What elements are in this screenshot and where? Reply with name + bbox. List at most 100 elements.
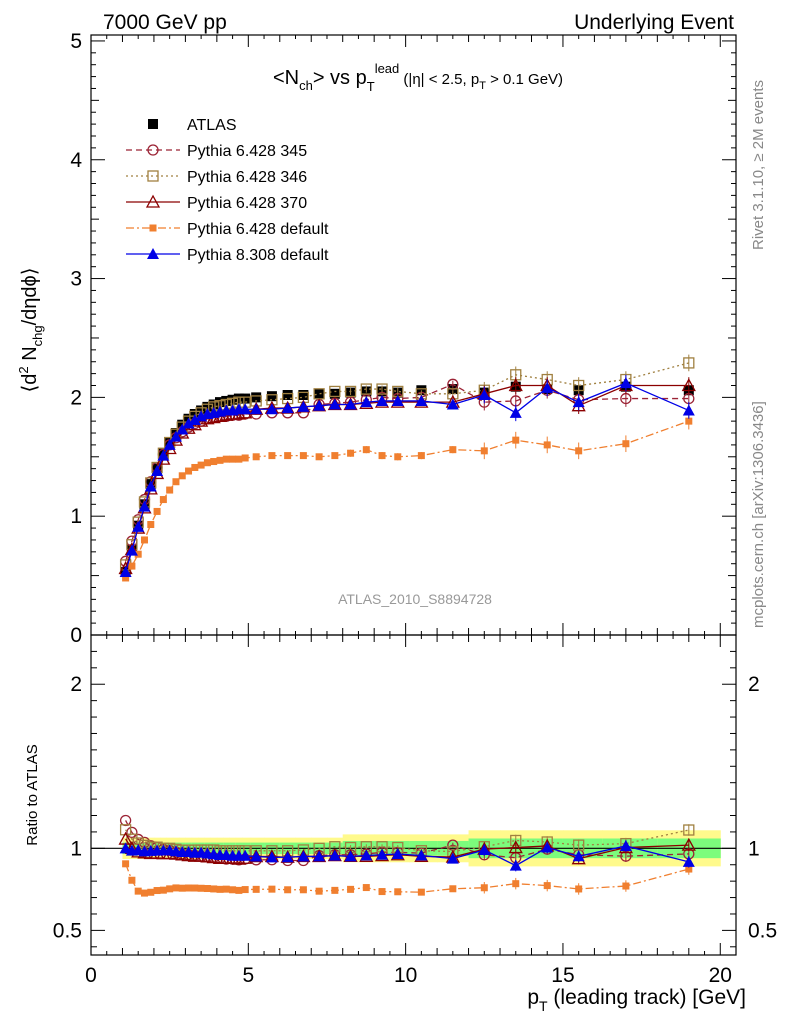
pythia-6-428-default-ratio-point xyxy=(299,886,307,894)
pythia-8-308-default-ratio-point xyxy=(572,850,585,862)
ratio-y-tick-label: 0.5 xyxy=(53,919,82,942)
atlas-point xyxy=(208,399,219,410)
pythia-6-428-default-point xyxy=(331,452,339,460)
atlas-point xyxy=(282,390,293,400)
pythia-6-428-default-point xyxy=(159,496,167,504)
ratio-y-tick-label-right: 0.5 xyxy=(748,919,777,942)
pythia-6-428-default-ratio-point xyxy=(229,886,237,894)
pythia-6-428-default-point xyxy=(216,456,224,464)
legend-label: Pythia 6.428 370 xyxy=(187,195,307,212)
pythia-8-308-default-ratio-point xyxy=(239,849,252,861)
pythia-6-428-default-point xyxy=(347,449,355,457)
pythia-6-428-default-point xyxy=(185,467,193,475)
pythia-8-308-default-point xyxy=(509,406,522,418)
legend-item-pythia-6-428-370: Pythia 6.428 370 xyxy=(126,194,307,212)
pythia-6-428-370-point xyxy=(508,378,523,392)
pythia-8-308-default-point xyxy=(250,403,263,415)
pythia-6-428-default-point xyxy=(122,574,130,582)
rivet-version-label: Rivet 3.1.10, ≥ 2M events xyxy=(750,80,767,250)
pythia-6-428-default-point xyxy=(315,453,323,461)
pythia-6-428-default-point xyxy=(268,452,276,460)
pythia-6-428-default-ratio-point xyxy=(172,884,180,892)
legend-marker xyxy=(145,194,161,208)
pythia-6-428-default-point xyxy=(134,550,142,558)
pythia-6-428-default-point xyxy=(147,521,155,529)
pythia-6-428-default-point xyxy=(417,452,425,460)
pythia-8-308-default-point xyxy=(297,400,310,412)
legend-label: Pythia 6.428 345 xyxy=(187,143,307,160)
pythia-8-308-default-ratio-point xyxy=(119,842,132,854)
pythia-6-428-346-point xyxy=(376,383,388,395)
pythia-6-428-default-ratio-point xyxy=(222,885,230,893)
pythia-8-308-default-ratio-point xyxy=(281,851,294,863)
pythia-6-428-346-point xyxy=(329,385,341,398)
pythia-6-428-default-point xyxy=(166,486,174,494)
pythia-8-308-default-ratio-point xyxy=(360,849,373,861)
pythia-8-308-default-point xyxy=(157,449,170,461)
pythia-6-428-default-ratio-point xyxy=(252,885,260,893)
legend-item-pythia-6-428-default: Pythia 6.428 default xyxy=(126,221,329,238)
pythia-6-428-default-ratio-point xyxy=(191,884,199,892)
pythia-8-308-default-point xyxy=(281,402,294,414)
pythia-6-428-default-ratio-point xyxy=(185,884,193,892)
legend-marker xyxy=(148,119,158,129)
pythia-6-428-default-point xyxy=(178,472,186,480)
pythia-6-428-346-point xyxy=(573,379,585,392)
atlas-point xyxy=(202,401,213,412)
pythia-6-428-default-ratio-point xyxy=(480,884,488,892)
pythia-6-428-default-point xyxy=(172,478,180,486)
pythia-6-428-default-point xyxy=(378,452,386,460)
pythia-6-428-default-ratio-point xyxy=(449,885,457,893)
pythia-8-308-default-point xyxy=(376,394,389,406)
pythia-8-308-default-point xyxy=(182,417,195,429)
pythia-8-308-default-point xyxy=(313,399,326,411)
ratio-y-tick-label: 1 xyxy=(70,837,82,860)
pythia-6-428-default-ratio-point xyxy=(197,884,205,892)
pythia-8-308-default-point xyxy=(138,500,151,512)
pythia-6-428-345-ratio-point xyxy=(119,814,132,827)
pythia-6-428-default-ratio-point xyxy=(347,885,355,893)
legend-item-pythia-6-428-345: Pythia 6.428 345 xyxy=(126,143,307,160)
pythia-6-428-default-point xyxy=(449,446,457,454)
pythia-6-428-346-point xyxy=(344,385,357,398)
pythia-6-428-346-ratio-point xyxy=(683,824,695,836)
atlas-point xyxy=(329,388,340,399)
x-tick-label: 0 xyxy=(85,964,97,987)
atlas-point xyxy=(227,394,238,405)
legend-item-atlas: ATLAS xyxy=(148,117,237,134)
pythia-6-428-default-ratio-point xyxy=(178,884,186,892)
pythia-8-308-default-ratio-point xyxy=(446,852,459,864)
pythia-6-428-default-ratio-point xyxy=(512,880,520,888)
pythia-8-308-default-point xyxy=(239,403,252,415)
pythia-8-308-default-ratio-point xyxy=(541,841,554,853)
pythia-6-428-default-point xyxy=(140,536,148,544)
y-tick-label: 3 xyxy=(70,268,82,291)
pythia-6-428-default-ratio-point xyxy=(210,885,218,893)
pythia-6-428-default-ratio-point xyxy=(622,882,630,890)
pythia-6-428-370-ratio-point xyxy=(681,837,696,851)
pythia-8-308-default-point xyxy=(446,398,459,410)
legend-item-pythia-8-308-default: Pythia 8.308 default xyxy=(126,247,329,264)
main-y-axis-title: ⟨d2 Nchg/dηdϕ⟩ xyxy=(16,267,45,392)
y-tick-label: 0 xyxy=(70,624,82,647)
pythia-6-428-345-ratio-point xyxy=(126,826,138,839)
pythia-6-428-default-ratio-point xyxy=(235,886,243,894)
legend: ATLAS Pythia 6.428 345 Pythia 6.428 346 Pyt… xyxy=(126,117,329,264)
legend-marker xyxy=(147,170,159,182)
pythia-8-308-default-ratio-point xyxy=(415,849,428,861)
pythia-6-428-default-ratio-point xyxy=(134,887,142,895)
atlas-point xyxy=(266,391,277,402)
pythia-8-308-default-point xyxy=(360,396,373,408)
ratio-y-tick-label: 2 xyxy=(70,673,82,696)
pythia-8-308-default-point xyxy=(144,480,157,492)
legend-item-pythia-6-428-346: Pythia 6.428 346 xyxy=(126,169,307,186)
main-series-group xyxy=(118,354,696,582)
pythia-6-428-default-point xyxy=(543,441,551,449)
pythia-8-308-default-point xyxy=(328,398,341,410)
pythia-8-308-default-ratio-point xyxy=(478,843,491,855)
ratio-y-tick-label-right: 1 xyxy=(748,837,760,860)
process-label: Underlying Event xyxy=(574,11,734,34)
pythia-6-428-default-point xyxy=(191,463,199,471)
pythia-6-428-default-ratio-point xyxy=(159,886,167,894)
